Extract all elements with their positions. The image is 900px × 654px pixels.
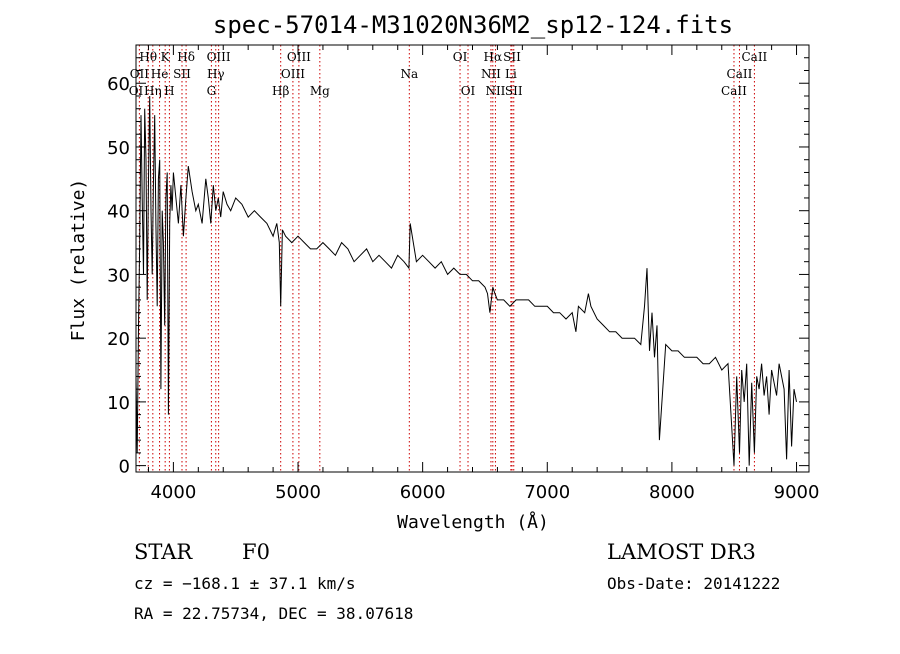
line-marker-label: OIII [207, 50, 231, 64]
object-class: STAR [134, 540, 193, 564]
line-marker-label: G [207, 84, 217, 98]
line-marker-label: OI [461, 84, 476, 98]
x-tick-label: 9000 [774, 482, 820, 503]
x-tick-label: 4000 [150, 482, 196, 503]
line-marker-label: Mg [310, 84, 330, 98]
line-marker-label: OIII [281, 67, 305, 81]
chart-title: spec-57014-M31020N36M2_sp12-124.fits [213, 11, 733, 39]
line-marker-label: OIII [287, 50, 311, 64]
object-subclass: F0 [242, 540, 270, 564]
plot-frame [135, 44, 810, 473]
line-marker-label: SII [503, 50, 521, 64]
line-marker-label: OI [453, 50, 468, 64]
line-marker-label: OII [130, 67, 150, 81]
x-tick-label: 5000 [275, 482, 321, 503]
line-marker-label: SII [173, 67, 191, 81]
line-marker-label: Hβ [272, 84, 289, 98]
x-tick-label: 6000 [400, 482, 446, 503]
redshift-text: cz = −168.1 ± 37.1 km/s [134, 574, 356, 593]
line-marker-label: Li [505, 67, 517, 81]
line-marker-label: CaII [741, 50, 767, 64]
y-tick-label: 60 [107, 74, 130, 95]
y-tick-label: 10 [107, 393, 130, 414]
y-tick-label: 30 [107, 265, 130, 286]
line-marker-label: NII [485, 84, 505, 98]
survey-name: LAMOST DR3 [607, 540, 756, 564]
line-marker-label: Hδ [177, 50, 195, 64]
line-marker-label: Hγ [207, 67, 225, 81]
line-marker-label: Hα [484, 50, 503, 64]
y-tick-label: 0 [119, 457, 130, 478]
y-tick-label: 20 [107, 329, 130, 350]
x-axis-label: Wavelength (Å) [397, 511, 549, 533]
obs-date: Obs-Date: 20141222 [607, 574, 780, 593]
x-tick-label: 7000 [524, 482, 570, 503]
line-marker-label: CaII [727, 67, 753, 81]
x-tick-label: 8000 [649, 482, 695, 503]
y-tick-label: 50 [107, 138, 130, 159]
line-marker-label: Hθ [139, 50, 157, 64]
line-marker-label: NII [481, 67, 501, 81]
x-axis-ticks: 4000 5000 6000 7000 8000 9000 [147, 45, 820, 503]
line-marker-label: Na [400, 67, 418, 81]
y-tick-label: 40 [107, 202, 130, 223]
coordinates-text: RA = 22.75734, DEC = 38.07618 [134, 604, 413, 623]
line-marker-label: K [161, 50, 171, 64]
line-marker-label: H [164, 84, 174, 98]
line-marker-label: SII [505, 84, 523, 98]
series-spectrum [135, 95, 797, 466]
y-axis-label: Flux (relative) [68, 179, 89, 342]
line-marker-label: He [151, 67, 169, 81]
line-marker-label: CaII [721, 84, 747, 98]
y-axis-ticks: 0 10 20 30 40 50 60 [107, 57, 809, 478]
line-marker-label: Hη [144, 84, 162, 98]
